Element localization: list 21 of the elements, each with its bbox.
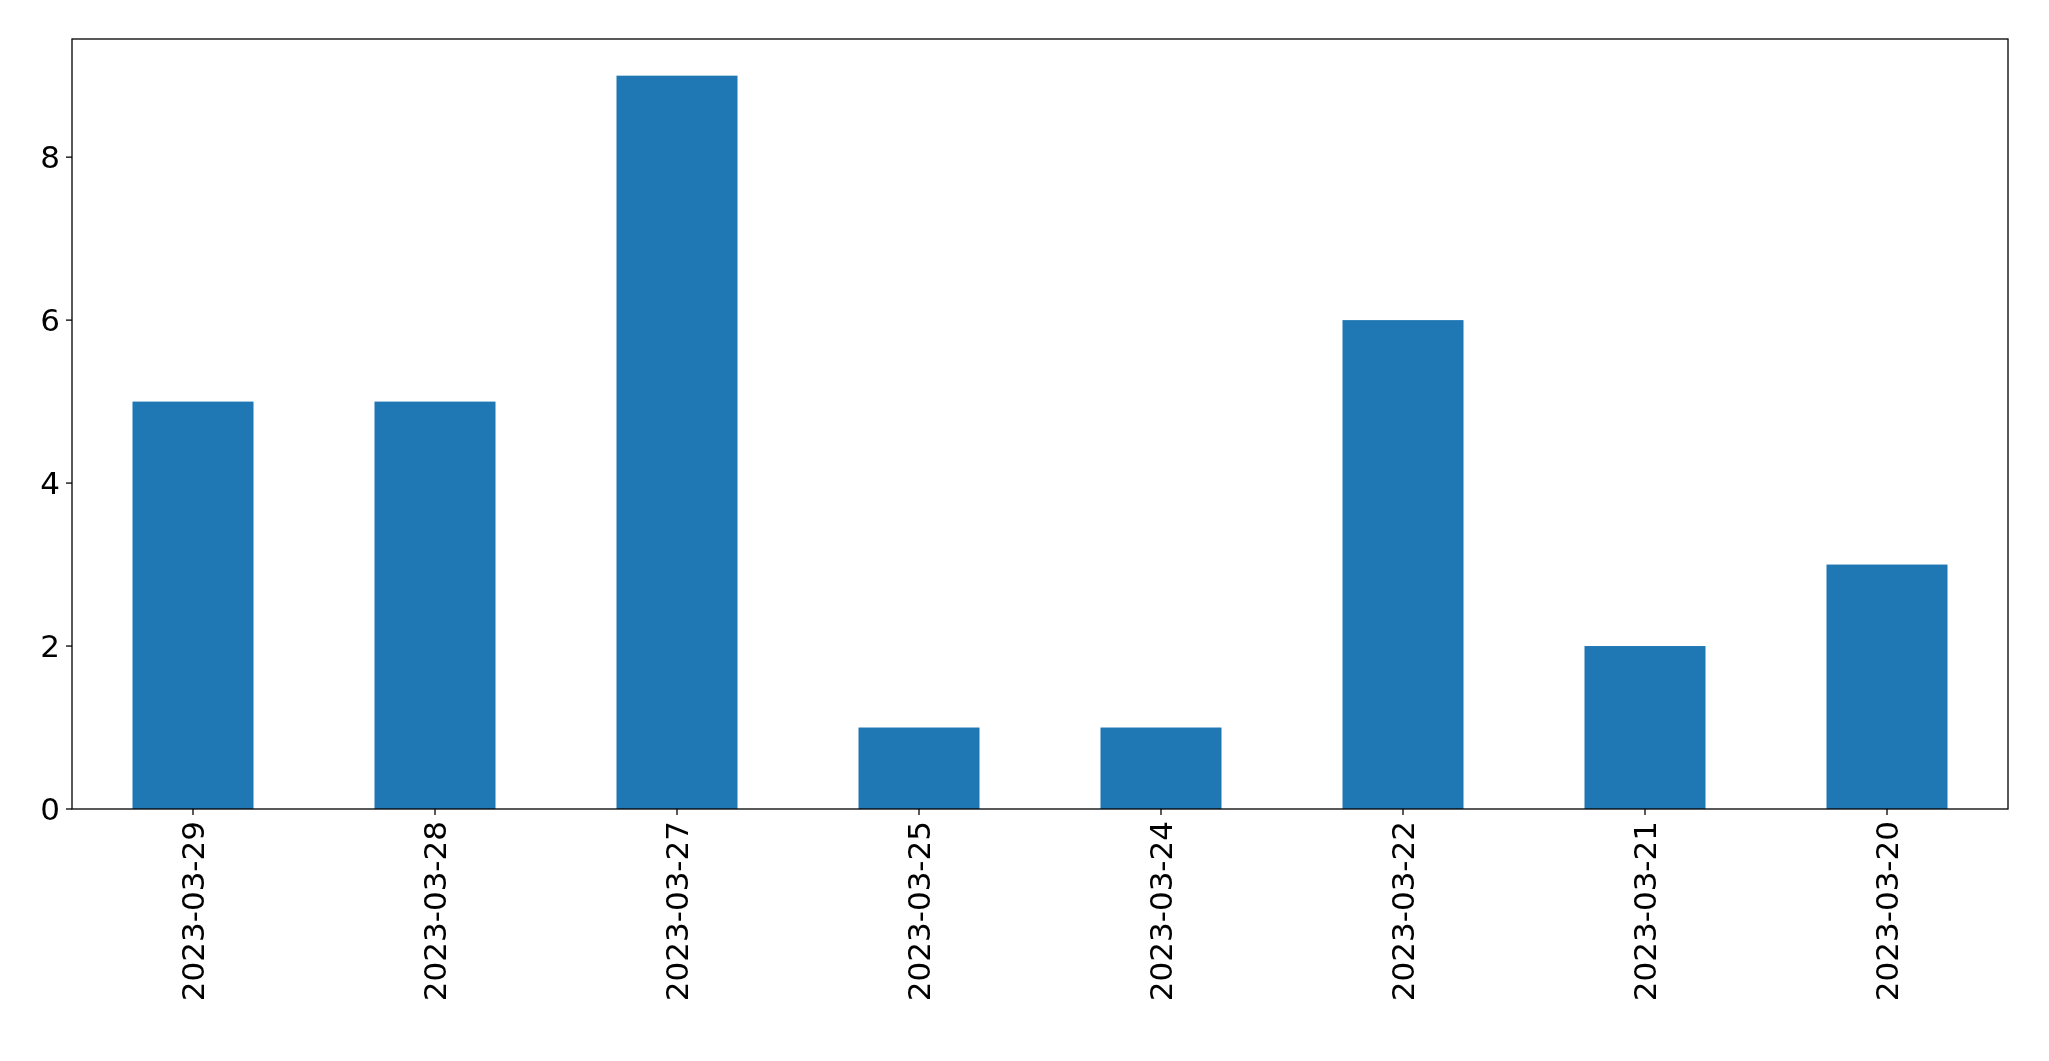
x-tick-label: 2023-03-28 <box>416 821 453 1002</box>
y-tick-label: 6 <box>40 301 60 338</box>
y-tick-label: 0 <box>40 790 60 827</box>
bar <box>858 727 980 809</box>
y-tick-label: 2 <box>40 627 60 664</box>
x-tick-label: 2023-03-20 <box>1868 821 1905 1002</box>
y-tick-label: 8 <box>40 139 60 175</box>
x-tick-label: 2023-03-22 <box>1384 821 1421 1002</box>
x-tick-label: 2023-03-21 <box>1626 821 1663 1002</box>
x-tick-label: 2023-03-29 <box>174 821 211 1002</box>
bar <box>616 75 738 809</box>
bar <box>374 401 496 809</box>
bar <box>1342 320 1464 809</box>
bar <box>1584 646 1706 809</box>
bar <box>132 401 254 809</box>
y-tick-label: 4 <box>40 464 60 501</box>
bar <box>1826 564 1948 809</box>
x-tick-label: 2023-03-24 <box>1142 821 1179 1002</box>
x-tick-label: 2023-03-27 <box>658 821 695 1002</box>
bar <box>1100 727 1222 809</box>
x-tick-label: 2023-03-25 <box>900 821 937 1002</box>
